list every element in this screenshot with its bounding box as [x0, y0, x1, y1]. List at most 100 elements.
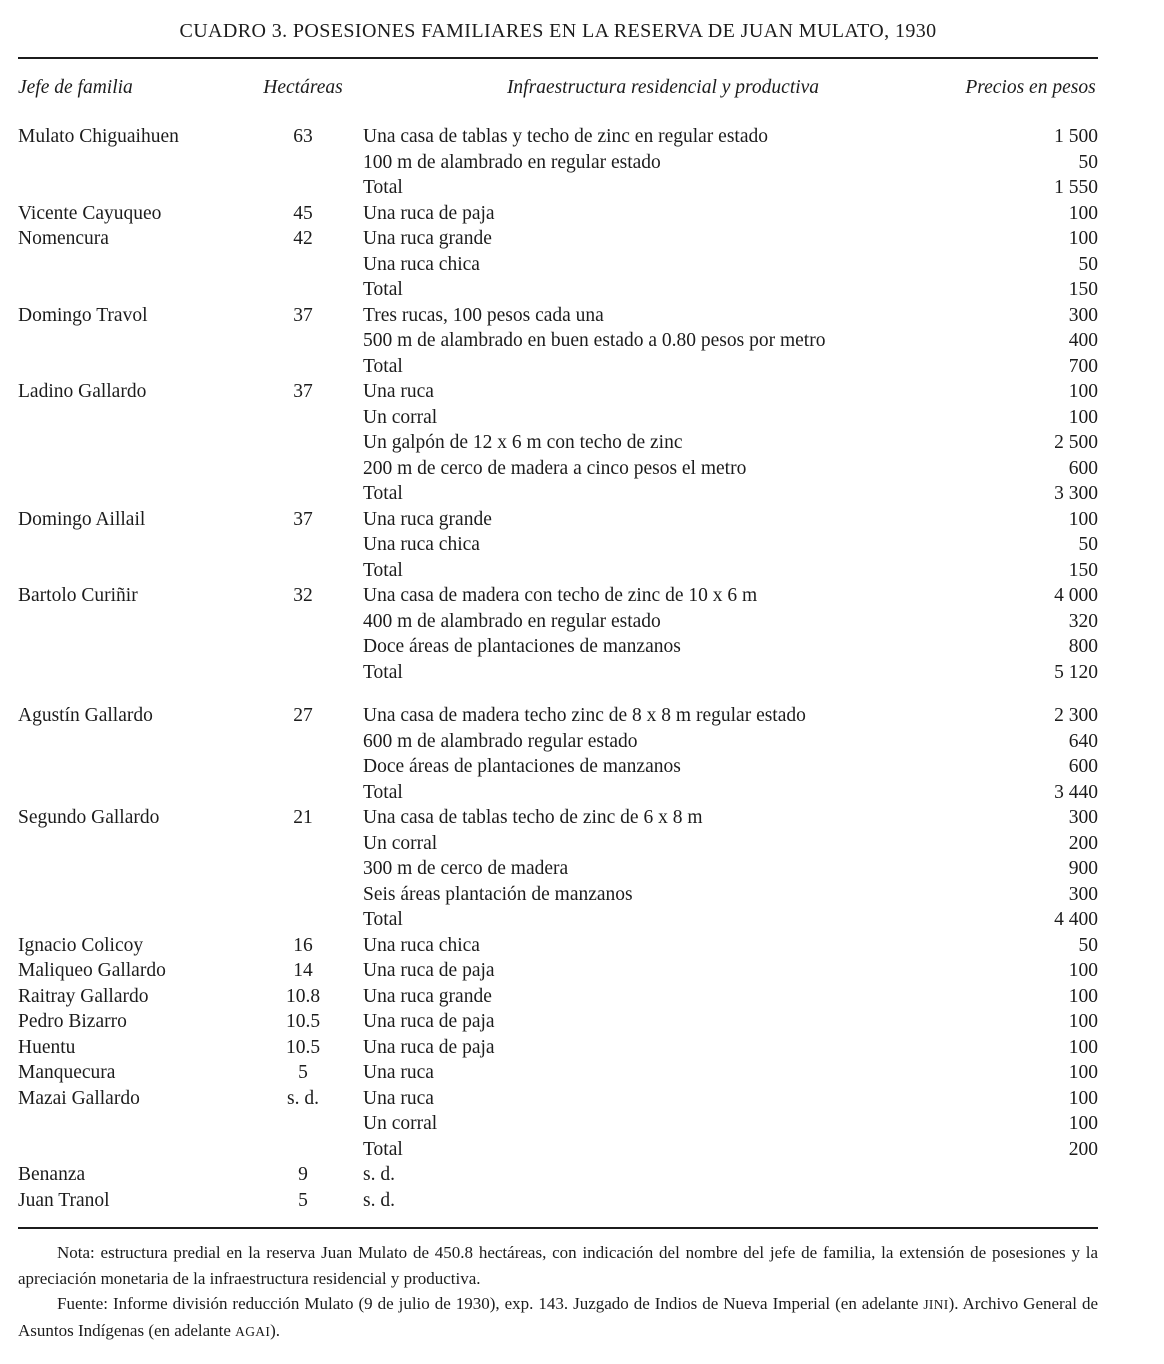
cell-infraestructura: Una ruca chica	[363, 934, 480, 956]
cell-precio: 320	[1068, 610, 1098, 632]
cell-jefe-de-familia	[18, 660, 243, 686]
cell-precio: 3 440	[1054, 781, 1098, 803]
cell-jefe-de-familia: Bartolo Curiñir	[18, 585, 138, 606]
cell-hectareas	[243, 1137, 363, 1163]
cell-jefe-de-familia: Nomencura	[18, 228, 109, 249]
table-row: Total 4 400	[18, 907, 1098, 933]
cell-infraestructura: Una ruca de paja	[363, 1036, 495, 1058]
cell-infraestructura: Un galpón de 12 x 6 m con techo de zinc	[363, 432, 683, 453]
cell-hectareas: s. d.	[287, 1087, 319, 1109]
cell-infraestructura: s. d.	[363, 1164, 395, 1185]
table-row: Una ruca chica 50	[18, 252, 1098, 278]
table-row: Total 3 440	[18, 780, 1098, 806]
cell-infraestructura: Total	[363, 355, 403, 377]
cell-infraestructura: Total	[363, 661, 403, 683]
cell-infraestructura: Una ruca grande	[363, 228, 492, 249]
cell-jefe-de-familia: Mulato Chiguaihuen	[18, 126, 179, 147]
top-rule	[18, 57, 1098, 59]
cell-jefe-de-familia	[18, 354, 243, 380]
cell-jefe-de-familia: Juan Tranol	[18, 1189, 110, 1211]
cell-precio: 100	[1068, 228, 1098, 249]
cell-infraestructura: 400 m de alambrado en regular estado	[363, 610, 661, 632]
cell-hectareas: 21	[293, 807, 313, 828]
cell-infraestructura: Una casa de tablas y techo de zinc en re…	[363, 126, 768, 147]
cell-hectareas	[243, 456, 363, 482]
cell-infraestructura: Total	[363, 279, 403, 300]
cell-jefe-de-familia: Segundo Gallardo	[18, 807, 160, 828]
cell-hectareas	[243, 354, 363, 380]
cell-precio: 150	[1068, 559, 1098, 581]
cell-hectareas: 10.5	[285, 1036, 321, 1058]
cell-infraestructura: Un corral	[363, 832, 438, 854]
cell-hectareas	[243, 175, 363, 201]
cell-hectareas	[243, 831, 363, 857]
col-header-jefe-de-familia: Jefe de familia	[18, 77, 133, 98]
table-row: Mulato Chiguaihuen 63 Una casa de tablas y…	[18, 124, 1098, 150]
cell-precio: 1 500	[1054, 126, 1098, 147]
table-row: Agustín Gallardo 27 Una casa de madera tec…	[18, 685, 1098, 729]
table-row: Doce áreas de plantaciones de manzanos 60…	[18, 754, 1098, 780]
cell-precio: 400	[1068, 330, 1098, 351]
cell-hectareas	[243, 532, 363, 558]
cell-hectareas	[243, 558, 363, 584]
table-row: Ladino Gallardo 37 Una ruca 100	[18, 379, 1098, 405]
cell-jefe-de-familia	[18, 532, 243, 558]
cell-jefe-de-familia: Benanza	[18, 1164, 86, 1185]
table-row: Ignacio Colicoy 16 Una ruca chica 50	[18, 933, 1098, 959]
cell-hectareas: 37	[293, 508, 313, 530]
fuente-text-segment: ).	[270, 1320, 281, 1340]
cell-precio: 100	[1068, 1036, 1098, 1058]
cell-hectareas	[243, 634, 363, 660]
cell-jefe-de-familia	[18, 405, 243, 431]
table-row: Total 5 120	[18, 660, 1098, 686]
cell-infraestructura: Una ruca grande	[363, 985, 492, 1007]
cell-precio: 50	[1078, 934, 1099, 956]
cell-jefe-de-familia: Pedro Bizarro	[18, 1011, 127, 1032]
cell-hectareas	[243, 780, 363, 806]
cell-precio: 300	[1068, 304, 1098, 326]
cell-jefe-de-familia: Ladino Gallardo	[18, 381, 147, 402]
cell-infraestructura: s. d.	[363, 1189, 395, 1211]
cell-precio: 100	[1068, 1011, 1098, 1032]
cell-jefe-de-familia	[18, 456, 243, 482]
cell-jefe-de-familia	[18, 175, 243, 201]
table-row: Un corral 200	[18, 831, 1098, 857]
table-row: Nomencura 42 Una ruca grande 100	[18, 226, 1098, 252]
table-row: Bartolo Curiñir 32 Una casa de madera con …	[18, 583, 1098, 609]
cell-jefe-de-familia	[18, 150, 243, 176]
cell-jefe-de-familia	[18, 882, 243, 908]
table-row: 100 m de alambrado en regular estado 50	[18, 150, 1098, 176]
cell-hectareas	[243, 481, 363, 507]
cell-precio: 50	[1078, 253, 1099, 275]
cell-infraestructura: Una ruca	[363, 1062, 434, 1083]
fuente-text-segment: ). Archivo General de Asuntos Indígenas …	[18, 1294, 1098, 1340]
cell-infraestructura: Total	[363, 559, 403, 581]
cell-jefe-de-familia: Domingo Aillail	[18, 508, 146, 530]
cell-infraestructura: Un corral	[363, 406, 438, 428]
cell-hectareas	[243, 882, 363, 908]
cell-infraestructura: 100 m de alambrado en regular estado	[363, 151, 661, 173]
cell-precio: 100	[1068, 508, 1098, 530]
cell-jefe-de-familia	[18, 831, 243, 857]
abbreviation-small-caps: AGAI	[235, 1323, 271, 1339]
cell-jefe-de-familia	[18, 907, 243, 933]
cell-infraestructura: Una ruca de paja	[363, 1011, 495, 1032]
cell-hectareas	[243, 405, 363, 431]
cell-jefe-de-familia: Vicente Cayuqueo	[18, 202, 162, 224]
cell-precio: 3 300	[1054, 483, 1098, 504]
cell-jefe-de-familia	[18, 558, 243, 584]
note-fuente: Fuente: Informe división reducción Mulat…	[18, 1291, 1098, 1344]
cell-jefe-de-familia: Mazai Gallardo	[18, 1087, 140, 1109]
cell-precio: 5 120	[1054, 661, 1098, 683]
cell-infraestructura: Una ruca chica	[363, 534, 480, 555]
cell-jefe-de-familia	[18, 430, 243, 456]
cell-infraestructura: Una ruca de paja	[363, 960, 495, 981]
cell-infraestructura: Un corral	[363, 1113, 438, 1134]
cell-hectareas	[243, 150, 363, 176]
cell-infraestructura: Total	[363, 177, 403, 198]
cell-infraestructura: Total	[363, 1138, 403, 1160]
cell-infraestructura: 200 m de cerco de madera a cinco pesos e…	[363, 457, 747, 479]
table-row: Total 150	[18, 277, 1098, 303]
header-row: Jefe de familia Hectáreas Infraestructur…	[18, 59, 1098, 124]
cell-precio	[963, 1188, 1098, 1214]
